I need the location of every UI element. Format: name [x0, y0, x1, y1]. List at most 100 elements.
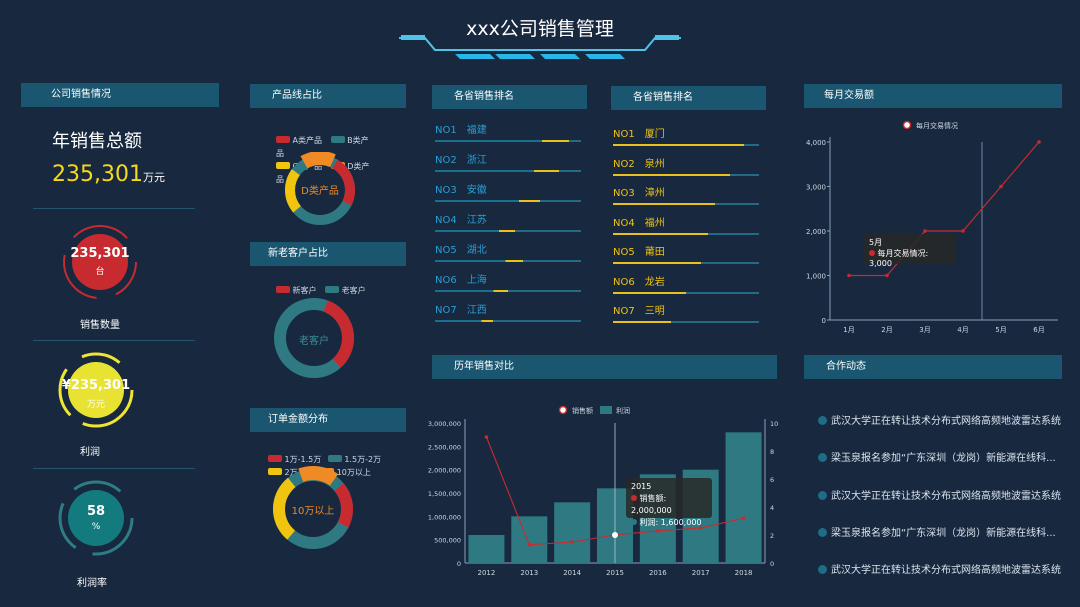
bullet-icon	[818, 491, 827, 500]
x-tick-label: 2014	[563, 569, 581, 577]
news-item[interactable]: 武汉大学正在转让技术分布式网络高频地波雷达系统	[818, 487, 1061, 502]
rank-no: NO4	[435, 215, 457, 226]
legend-marker	[902, 120, 912, 130]
rank-name: 泉州	[644, 158, 665, 170]
bar	[554, 502, 591, 563]
bullet-icon	[818, 565, 827, 574]
rank-row: NO4 福州	[613, 214, 665, 229]
history-header: 历年销售对比	[432, 355, 777, 379]
data-point	[527, 543, 532, 547]
rank-bar-fill	[435, 140, 570, 142]
rank-name: 莆田	[644, 247, 665, 258]
rank-row: NO1 福建	[435, 121, 487, 136]
rank-name: 江西	[466, 305, 487, 316]
rank-no: NO3	[613, 188, 635, 199]
monthly-chart: 每月交易情况 0 1,000 2,000 3,000 4,000 1月 2月 3月 4月 5月 6月	[806, 120, 1058, 334]
rank-bar-fill	[613, 321, 672, 323]
rank-no: NO5	[435, 245, 457, 256]
customer-share-center: 老客户	[299, 336, 329, 347]
divider	[33, 340, 195, 341]
rank-bar-track	[435, 290, 581, 292]
rank-no: NO5	[613, 247, 635, 258]
rank-name: 浙江	[466, 155, 487, 166]
news-item[interactable]: 梁玉泉报名参加“广东深圳（龙岗）新能源在线科...	[818, 524, 1056, 539]
news-text: 武汉大学正在转让技术分布式网络高频地波雷达系统	[831, 491, 1061, 502]
data-point	[1037, 140, 1041, 144]
ranking-b-header: 各省销售排名	[611, 86, 766, 110]
bullet-icon	[818, 453, 827, 462]
history-chart: 销售额 利润 0 500,000 1,000,000 1,500,000 2,000,000…	[428, 405, 778, 577]
ranking-a-header: 各省销售排名	[432, 85, 587, 109]
x-tick-label: 2013	[520, 569, 538, 577]
news-text: 梁玉泉报名参加“广东深圳（龙岗）新能源在线科...	[831, 453, 1056, 464]
title-decoration	[399, 35, 681, 59]
legend-2: 1.5万-2万	[344, 455, 382, 464]
monthly-tooltip-title: 5月	[869, 238, 883, 247]
rank-no: NO4	[613, 217, 635, 229]
product-line-donut	[282, 152, 358, 228]
x-tick-label: 3月	[919, 326, 930, 334]
history-tooltip-line2: 利润: 1,600,000	[639, 518, 702, 527]
rank-row: NO6 龙岩	[613, 273, 665, 288]
history-tooltip: 2015 销售额: 2,000,000 利润: 1,600,000	[626, 478, 712, 527]
rank-no: NO2	[613, 158, 635, 170]
rank-row: NO1 厦门	[613, 125, 665, 140]
rank-name: 龙岩	[644, 276, 665, 288]
sales-quantity-gauge	[63, 225, 137, 299]
order-distribution-center: 10万以上	[291, 506, 335, 517]
data-point	[923, 229, 927, 233]
data-point	[847, 273, 851, 278]
rank-row: NO7 江西	[435, 301, 487, 316]
y-tick-label: 1,000,000	[428, 513, 461, 521]
rank-name: 厦门	[644, 129, 665, 140]
bar	[725, 432, 762, 563]
rank-row: NO2 浙江	[435, 151, 487, 166]
profit-rate-label: 利润率	[77, 578, 107, 589]
rank-name: 福州	[644, 217, 665, 229]
y-tick-label-right: 10	[770, 420, 778, 428]
news-text: 梁玉泉报名参加“广东深圳（龙岗）新能源在线科...	[831, 528, 1056, 539]
legend-b: B类产品	[276, 136, 369, 158]
y-tick-label: 2,000	[806, 228, 826, 236]
y-tick-label-right: 8	[770, 448, 774, 456]
sales-quantity-unit: 台	[95, 267, 105, 277]
profit-rate-value: 58	[86, 504, 106, 519]
profit-gauge	[58, 352, 134, 428]
news-item[interactable]: 武汉大学正在转让技术分布式网络高频地波雷达系统	[818, 412, 1061, 427]
divider	[33, 208, 195, 209]
legend-4: 10万以上	[336, 468, 371, 477]
legend-marker	[600, 406, 612, 414]
annual-sales-unit: 万元	[142, 171, 165, 184]
annual-sales-value: 235,301万元	[52, 162, 165, 187]
annual-sales-label: 年销售总额	[52, 131, 142, 152]
news-item[interactable]: 武汉大学正在转让技术分布式网络高频地波雷达系统	[818, 561, 1061, 576]
y-tick-label: 2,500,000	[428, 443, 461, 451]
rank-name: 漳州	[644, 188, 665, 199]
y-tick-label: 1,500,000	[428, 490, 461, 498]
y-tick-label-right: 4	[770, 504, 774, 512]
y-tick-label-right: 6	[770, 476, 774, 484]
news-item[interactable]: 梁玉泉报名参加“广东深圳（龙岗）新能源在线科...	[818, 449, 1056, 464]
y-tick-label: 0	[457, 560, 461, 568]
news-header: 合作动态	[804, 355, 1062, 379]
rank-bar-fill	[435, 230, 516, 232]
legend-old: 老客户	[341, 286, 366, 295]
rank-row: NO3 漳州	[613, 184, 665, 199]
data-point	[612, 532, 618, 538]
sales-quantity-value: 235,301	[70, 246, 130, 261]
x-tick-label: 4月	[957, 326, 968, 334]
rank-name: 上海	[466, 275, 487, 286]
bullet-icon	[818, 528, 827, 537]
rank-no: NO1	[435, 125, 457, 136]
annual-sales-number: 235,301	[52, 162, 143, 187]
rank-name: 三明	[644, 306, 665, 317]
y-tick-label-right: 2	[770, 532, 774, 540]
x-tick-label: 2016	[649, 569, 667, 577]
legend-label: 利润	[616, 406, 630, 415]
rank-bar-fill	[613, 232, 708, 235]
legend-label: 每月交易情况	[916, 121, 958, 130]
y-tick-label: 1,000	[806, 273, 826, 281]
series-line	[849, 141, 1040, 277]
rank-bar-track	[613, 321, 759, 323]
monthly-tooltip: 5月 每月交易情况: 3,000	[864, 234, 956, 268]
